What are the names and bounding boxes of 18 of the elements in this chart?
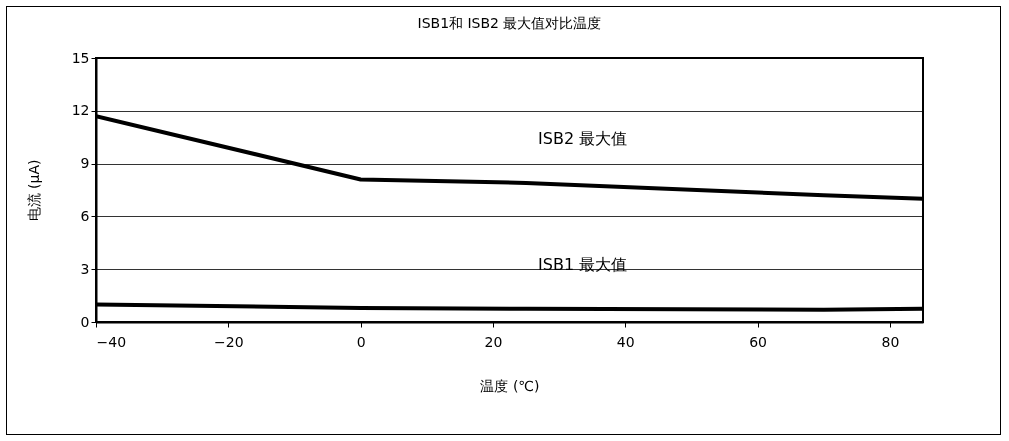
x-tick-label: −20 [214, 333, 244, 350]
y-tick-label: 15 [71, 49, 90, 66]
x-tick-label: 20 [484, 333, 503, 350]
y-tick-label: 6 [80, 207, 90, 224]
chart-title: ISB1和 ISB2 最大值对比温度 [417, 15, 602, 31]
text: ISB1 最大值 [538, 254, 628, 274]
text: ISB2 最大值 [538, 128, 628, 148]
y-tick-label: 9 [80, 155, 90, 172]
y-tick-label: 12 [71, 102, 90, 119]
y-tick-label: 0 [80, 313, 90, 330]
x-tick-label: 0 [356, 333, 366, 350]
x-tick-label: 40 [616, 333, 635, 350]
x-tick-label: 80 [881, 333, 900, 350]
y-tick-label: 3 [80, 260, 90, 277]
x-axis-title: 温度 (℃) [480, 377, 540, 394]
x-tick-label: 60 [749, 333, 768, 350]
y-axis-title: 电流 (µA) [25, 159, 42, 222]
x-tick-label: −40 [96, 333, 127, 350]
